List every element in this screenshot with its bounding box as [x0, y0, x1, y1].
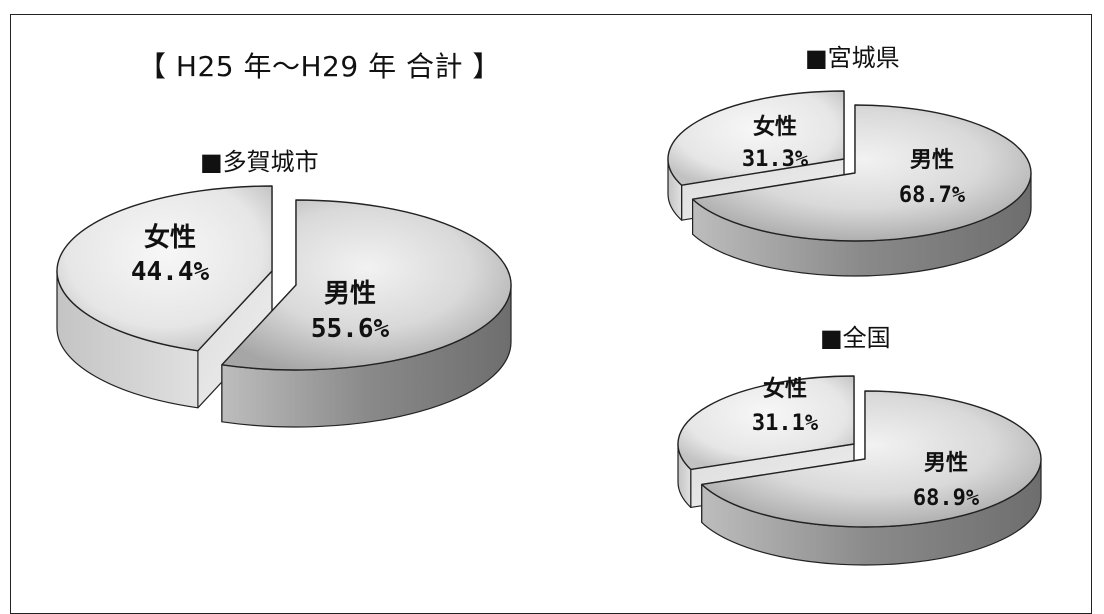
chart-title-national: ■全国 — [820, 324, 891, 352]
male-label-national: 男性 — [924, 451, 968, 476]
male-label-tagajo: 男性 — [324, 279, 376, 309]
pie-chart-national: 女性 31.1% 男性 68.9% — [677, 375, 1042, 566]
female-value-label-miyagi: 31.3% — [742, 147, 809, 172]
female-national-top — [677, 375, 855, 471]
pie-chart-tagajo: 女性 44.4% 男性 55.6% — [56, 185, 512, 428]
pie-chart-miyagi: 女性 31.3% 男性 68.7% — [667, 90, 1032, 277]
slice-male-national — [701, 390, 1042, 566]
chart-title-tagajo: ■多賀城市 — [200, 148, 319, 176]
male-tagajo-top — [221, 199, 512, 371]
female-label-national: 女性 — [763, 376, 807, 402]
chart-title-miyagi: ■宮城県 — [805, 44, 900, 72]
male-label-miyagi: 男性 — [910, 148, 954, 173]
female-label-tagajo: 女性 — [144, 222, 196, 253]
male-value-label-tagajo: 55.6% — [311, 314, 390, 344]
male-value-label-national: 68.9% — [913, 486, 980, 511]
male-miyagi-top — [691, 104, 1032, 242]
male-national-top — [701, 390, 1042, 528]
female-tagajo-top — [56, 185, 273, 352]
main-title: 【 H25 年〜H29 年 合計 】 — [138, 50, 501, 83]
slice-male-miyagi — [691, 104, 1032, 277]
female-value-label-tagajo: 44.4% — [131, 257, 210, 287]
slice-male-tagajo — [221, 199, 512, 428]
female-label-miyagi: 女性 — [753, 114, 797, 140]
female-value-label-national: 31.1% — [752, 411, 819, 436]
female-miyagi-top — [667, 90, 845, 186]
male-value-label-miyagi: 68.7% — [899, 183, 966, 208]
slice-female-tagajo — [56, 185, 273, 409]
pie-charts-canvas: 女性 44.4% 男性 55.6% 女性 31.3% 男性 68.7% 女性 31.1% 男性 68.… — [56, 90, 1042, 566]
